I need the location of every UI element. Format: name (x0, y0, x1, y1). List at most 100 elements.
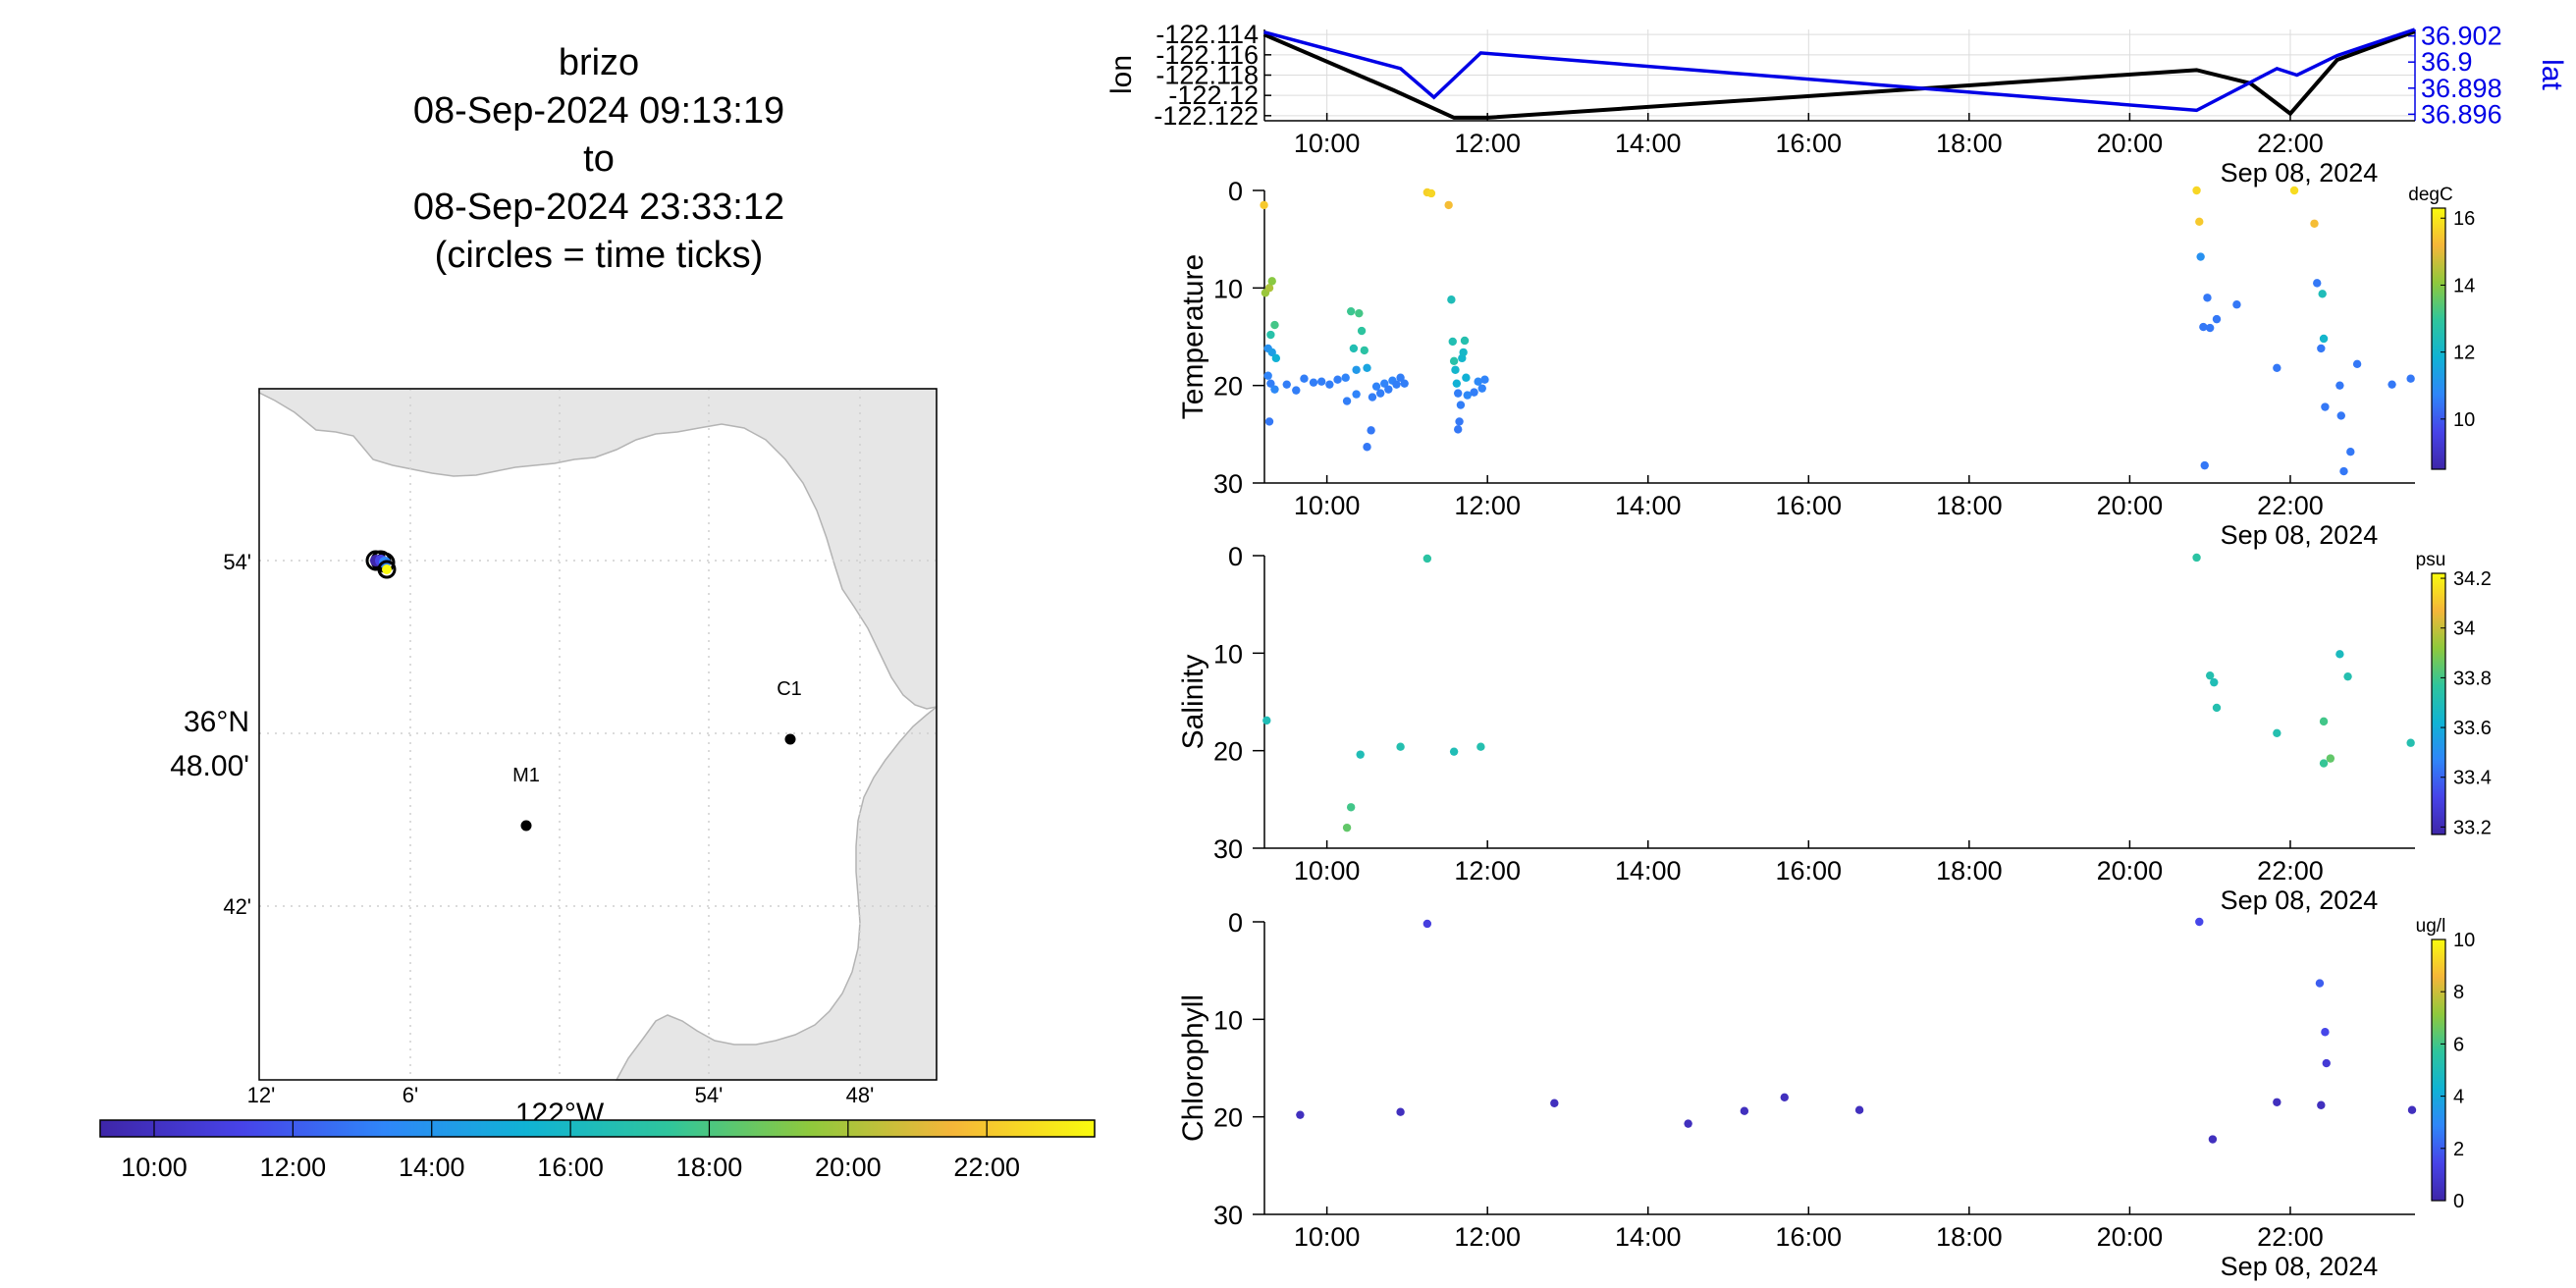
lon-axis-label: lon (1105, 55, 1138, 94)
x-tick-label: 16:00 (1776, 856, 1843, 886)
y-tick-label: 30 (1213, 469, 1243, 499)
data-point (1460, 336, 1470, 346)
data-point (2336, 411, 2345, 420)
data-point (1396, 373, 1405, 382)
colorbar (2431, 207, 2446, 470)
data-point (2319, 717, 2329, 726)
data-point (2210, 677, 2219, 687)
data-point (1480, 375, 1489, 384)
colorbar-tick-label: 12:00 (260, 1153, 327, 1182)
data-point (1455, 417, 1464, 426)
data-point (1854, 1105, 1864, 1114)
station-c1-label: C1 (777, 678, 802, 700)
colorbar-unit: degC (2408, 185, 2452, 205)
data-point (1270, 320, 1279, 330)
data-point (1380, 379, 1389, 388)
data-point (2212, 314, 2222, 324)
data-point (1270, 385, 1279, 394)
data-point (1422, 919, 1432, 929)
data-point (1368, 393, 1377, 402)
colorbar-tick-label: 14:00 (399, 1153, 465, 1182)
data-point (1456, 401, 1466, 409)
x-tick-label: 20:00 (2097, 491, 2164, 520)
data-point (1352, 390, 1361, 399)
data-point (1780, 1093, 1789, 1102)
colorbar-tick-label: 6 (2453, 1034, 2464, 1055)
colorbar-tick-label: 33.8 (2453, 668, 2492, 689)
x-tick-label: 14:00 (1615, 1222, 1682, 1252)
data-point (2212, 703, 2222, 713)
data-point (1474, 377, 1482, 386)
data-point (1316, 377, 1326, 386)
data-point (1360, 346, 1368, 355)
data-point (2317, 1100, 2326, 1109)
lon-tick-label: 48' (846, 1083, 875, 1107)
date-label: Sep 08, 2024 (2221, 520, 2379, 550)
data-point (2335, 650, 2344, 659)
x-tick-label: 22:00 (2257, 491, 2324, 520)
colorbar-tick-label: 18:00 (676, 1153, 743, 1182)
data-point (1346, 803, 1356, 812)
data-point (2192, 186, 2201, 195)
colorbar-tick-label: 22:00 (953, 1153, 1020, 1182)
x-tick-label: 12:00 (1454, 1222, 1521, 1252)
colorbar-tick-label: 33.2 (2453, 817, 2492, 838)
colorbar (2431, 572, 2446, 835)
lat-tick-label: 36.902 (2421, 22, 2502, 51)
track-point (382, 564, 392, 574)
lat-series-line (1263, 27, 2416, 113)
colorbar (2431, 939, 2446, 1202)
lat-tick-label: 36.9 (2421, 47, 2473, 77)
data-point (1453, 425, 1463, 434)
data-point (1267, 348, 1276, 357)
data-point (1352, 365, 1361, 374)
x-tick-label: 18:00 (1936, 491, 2003, 520)
x-tick-label: 12:00 (1454, 491, 1521, 520)
colorbar-tick-label: 20:00 (815, 1153, 882, 1182)
x-tick-label: 10:00 (1294, 129, 1361, 158)
data-point (2195, 917, 2204, 927)
data-point (1447, 295, 1456, 304)
y-tick-label: 10 (1213, 1005, 1243, 1035)
data-point (2407, 1105, 2417, 1114)
temperature-panel: 0 10 20 30 Temperature 10:00 12:00 14:00 16:00 18… (1177, 177, 2475, 550)
title-start-time: 08-Sep-2024 09:13:19 (412, 90, 785, 132)
x-tick-label: 18:00 (1936, 1222, 2003, 1252)
data-point (1264, 284, 1274, 293)
data-point (1296, 1110, 1305, 1119)
lon-tick-label: -122.118 (1155, 61, 1259, 90)
lon-tick-label: 6' (402, 1083, 418, 1107)
x-tick-label: 16:00 (1776, 491, 1843, 520)
data-point (1266, 330, 1275, 340)
data-point (1453, 389, 1463, 398)
x-tick-label: 22:00 (2257, 856, 2324, 886)
y-tick-label: 0 (1228, 177, 1243, 206)
data-point (1325, 380, 1334, 389)
data-point (1282, 380, 1291, 389)
x-tick-label: 22:00 (2257, 1222, 2324, 1252)
data-point (1684, 1119, 1692, 1128)
data-point (1357, 326, 1367, 336)
colorbar-unit: ug/l (2416, 916, 2446, 937)
lon-tick-label: 12' (247, 1083, 276, 1107)
y-tick-label: 0 (1228, 542, 1243, 571)
data-point (1459, 348, 1468, 357)
title-end-time: 08-Sep-2024 23:33:12 (412, 187, 785, 228)
data-point (1264, 417, 1274, 426)
data-point (1396, 1107, 1405, 1116)
data-point (1452, 379, 1462, 388)
colorbar-tick-label: 33.4 (2453, 768, 2492, 789)
colorbar-tick-label: 2 (2453, 1139, 2464, 1160)
colorbar-tick-label: 10:00 (121, 1153, 188, 1182)
data-point (1463, 391, 1472, 400)
colorbar-tick-label: 16 (2453, 208, 2475, 230)
colorbar-tick-label: 10 (2453, 409, 2475, 431)
data-point (2321, 1028, 2330, 1037)
x-tick-label: 18:00 (1936, 856, 2003, 886)
data-point (2335, 381, 2344, 390)
data-point (2273, 728, 2281, 737)
data-point (2313, 279, 2322, 288)
data-point (2339, 466, 2348, 476)
data-point (1422, 554, 1432, 564)
